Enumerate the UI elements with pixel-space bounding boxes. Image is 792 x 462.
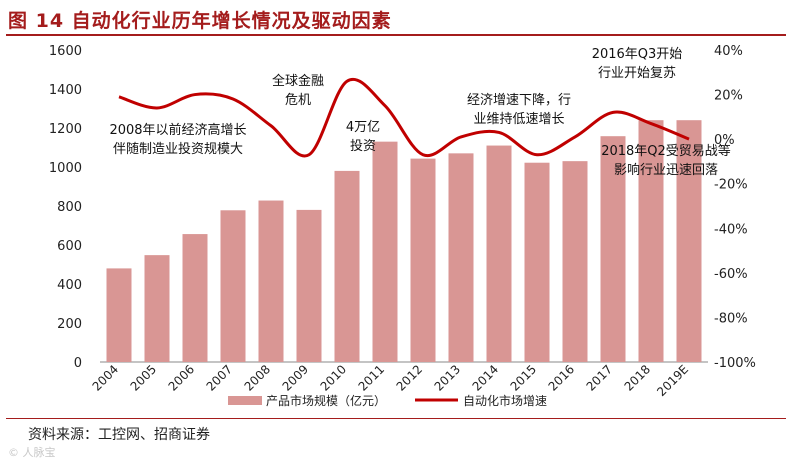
annotation-ainvest: 投资 [350,138,376,154]
right-tick-label: 20% [714,89,743,104]
bar-2019E [676,120,702,362]
x-tick-label: 2010 [318,362,349,393]
bar-2012 [410,158,436,362]
bar-2005 [144,255,170,362]
right-tick-label: -60% [714,267,748,282]
left-tick-label: 0 [74,356,82,371]
x-axis: 2004 2005 2006 2007 2008 2009 2010 2011 2012 2013… [90,362,691,399]
annotation-a2016: 2016年Q3开始 [592,47,683,62]
growth-line [118,77,690,158]
right-tick-label: 0% [714,133,735,148]
left-tick-label: 400 [57,278,82,293]
bar-2016 [562,161,588,362]
annotation-acrisis: 全球金融 [272,73,324,89]
left-tick-label: 1600 [49,44,82,59]
legend: 产品市场规模（亿元） 自动化市场增速 [228,393,547,408]
right-tick-label: -100% [714,356,756,371]
title-rule [6,34,786,36]
x-tick-label: 2017 [584,362,615,393]
left-tick-label: 200 [57,317,82,332]
right-axis: 40% 20% 0% -20% -40% -60% -80% -100% [714,44,756,371]
bar-2015 [524,162,550,362]
bar-2017 [600,136,626,362]
left-axis: 0 200 400 600 800 1000 1200 1400 1600 [49,44,82,371]
right-tick-label: -80% [714,311,748,326]
watermark: © 人脉宝 [8,446,56,459]
line-series [118,77,690,158]
x-tick-label: 2006 [166,362,197,393]
annotation-a2008: 伴随制造业投资规模大 [113,141,243,157]
right-tick-label: -40% [714,222,748,237]
bar-2009 [296,209,322,362]
annotation-a2016: 行业开始复苏 [598,65,676,81]
bar-2006 [182,234,208,362]
bar-2004 [106,268,132,362]
left-tick-label: 1000 [49,161,82,176]
right-tick-label: -20% [714,178,748,193]
annotation-a2018: 影响行业迅速回落 [614,162,718,178]
x-tick-label: 2013 [432,362,463,393]
source-rule [6,418,786,419]
bar-2008 [258,200,284,362]
x-tick-label: 2012 [394,362,425,393]
bar-series [106,120,702,362]
annotation-aslow: 经济增速下降，行 [467,93,571,108]
left-tick-label: 800 [57,200,82,215]
x-tick-label: 2014 [470,362,501,393]
x-tick-label: 2004 [90,362,121,393]
annotation-aslow: 业维持低速增长 [473,112,564,127]
annotation-acrisis: 危机 [285,93,311,108]
figure-title: 图 14 自动化行业历年增长情况及驱动因素 [8,10,392,32]
x-tick-label: 2016 [546,362,577,393]
bar-2013 [448,153,474,362]
legend-bar-swatch [228,396,262,405]
x-tick-label: 2007 [204,362,235,393]
x-tick-label: 2019E [654,362,691,399]
bar-2010 [334,170,360,362]
left-tick-label: 600 [57,239,82,254]
x-tick-label: 2008 [242,362,273,393]
left-tick-label: 1200 [49,122,82,137]
annotation-ainvest: 4万亿 [346,120,380,135]
combo-chart: 0 200 400 600 800 1000 1200 1400 1600 40% 20% 0% -2… [49,44,756,408]
x-tick-label: 2011 [356,362,387,393]
left-tick-label: 1400 [49,83,82,98]
x-tick-label: 2009 [280,362,311,393]
source-note: 资料来源：工控网、招商证券 [28,427,210,443]
annotation-a2008: 2008年以前经济高增长 [109,122,246,138]
x-tick-label: 2018 [622,362,653,393]
bar-2007 [220,210,246,362]
legend-line-label: 自动化市场增速 [463,393,547,408]
right-tick-label: 40% [714,44,743,59]
annotation-a2018: 2018年Q2受贸易战等 [601,143,731,159]
x-tick-label: 2005 [128,362,159,393]
bar-2018 [638,120,664,362]
bar-2014 [486,145,512,362]
x-tick-label: 2015 [508,362,539,393]
bar-2011 [372,141,398,362]
legend-bar-label: 产品市场规模（亿元） [266,393,386,408]
